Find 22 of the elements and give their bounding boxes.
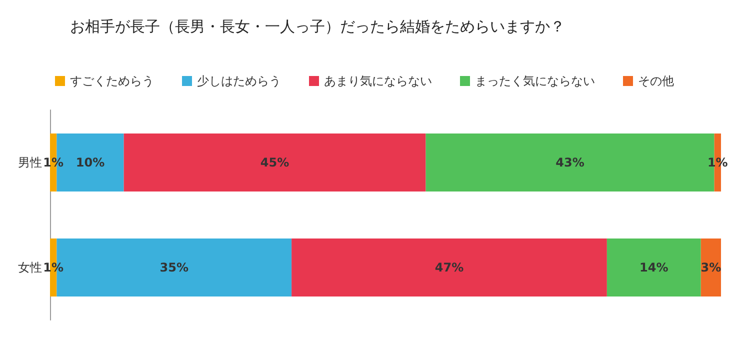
- data-label: 14%: [640, 260, 668, 274]
- data-label: 43%: [556, 156, 584, 170]
- bar: [606, 238, 701, 296]
- data-label: 1%: [707, 156, 728, 170]
- legend-label: その他: [638, 74, 674, 88]
- bar: [700, 238, 721, 296]
- data-label: 1%: [43, 156, 64, 170]
- data-label: 1%: [43, 260, 64, 274]
- y-tick-label: 女性: [18, 260, 42, 274]
- chart-title: お相手が長子（長男・長女・一人っ子）だったら結婚をためらいますか？: [70, 18, 565, 36]
- legend-label: すごくためらう: [70, 74, 154, 88]
- data-label: 3%: [700, 260, 722, 274]
- y-tick-label: 男性: [18, 156, 42, 170]
- legend-label: まったく気にならない: [475, 74, 595, 88]
- legend-label: 少しはためらう: [197, 74, 281, 88]
- bar: [124, 134, 426, 192]
- legend-label: あまり気にならない: [324, 74, 432, 88]
- bar: [292, 238, 607, 296]
- data-label: 35%: [160, 260, 188, 274]
- data-label: 45%: [260, 156, 290, 170]
- data-label: 47%: [434, 260, 464, 274]
- data-label: 10%: [76, 156, 105, 170]
